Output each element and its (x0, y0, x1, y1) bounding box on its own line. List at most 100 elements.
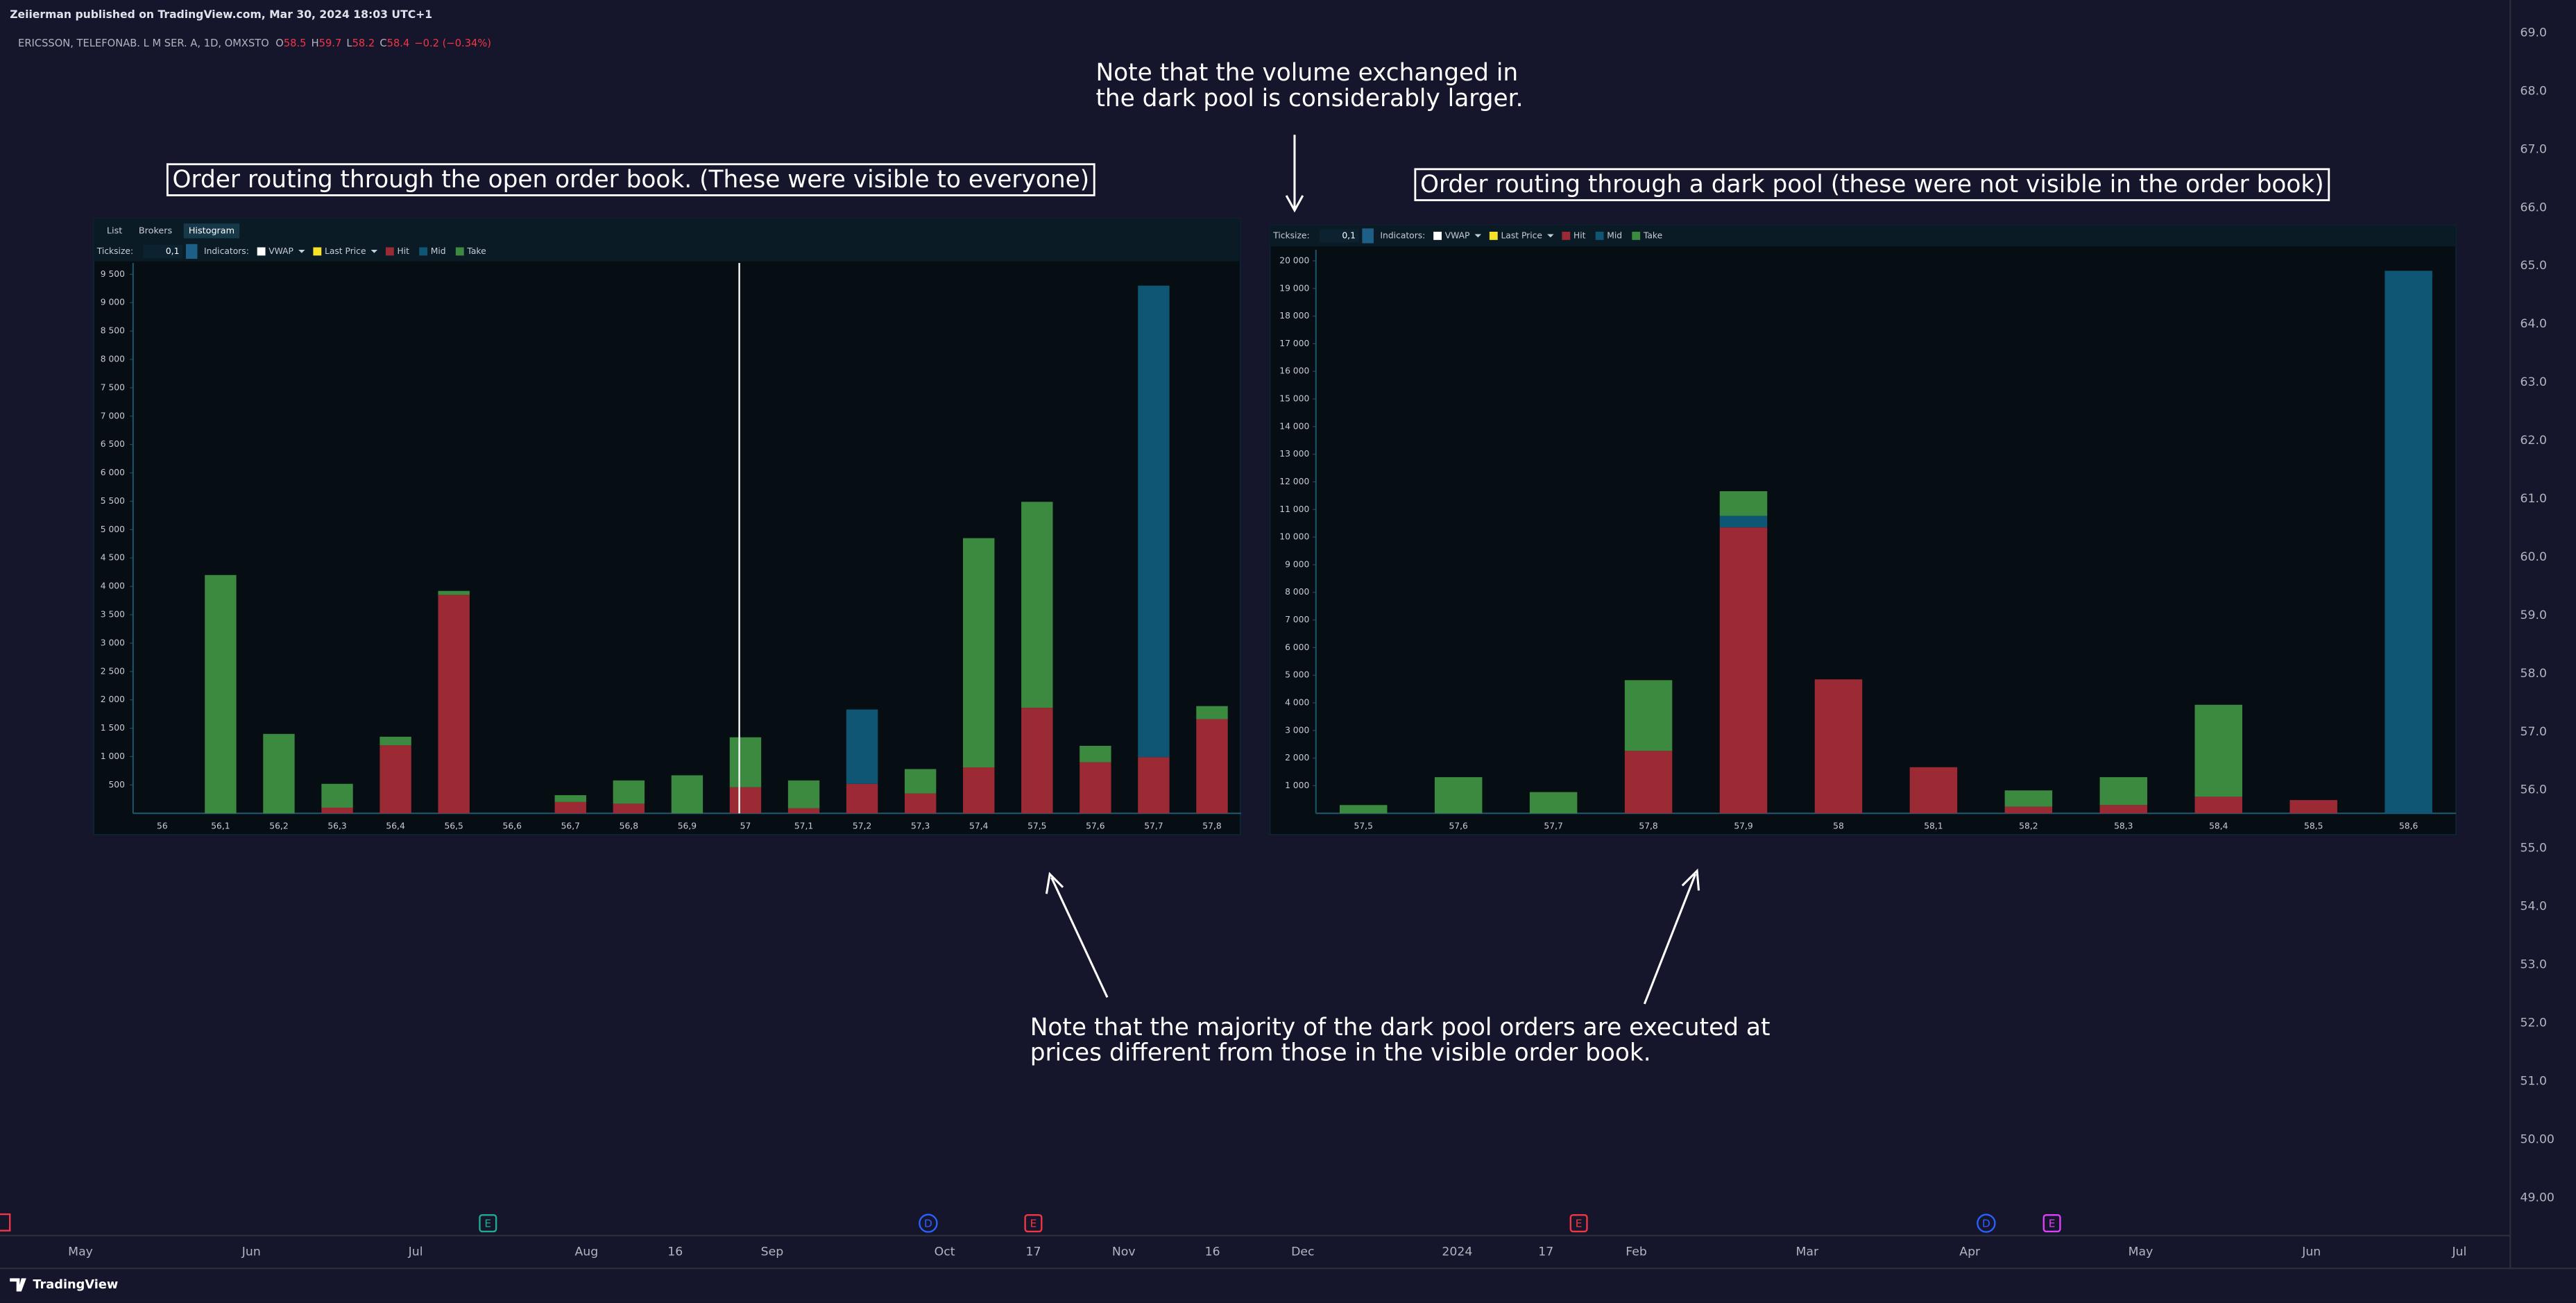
y-tick-label: 13 000 (1279, 449, 1309, 459)
y-tick-label: 8 000 (101, 354, 125, 364)
y-tick-label: 2 000 (1285, 753, 1309, 763)
price-label: 64.0 (2520, 317, 2546, 331)
y-tick-label: 14 000 (1279, 421, 1309, 431)
symbol: ERICSSON, TELEFONAB. L M SER. A, 1D, OMX… (18, 37, 269, 49)
y-tick-label: 3 000 (101, 638, 125, 647)
time-label: 16 (667, 1245, 683, 1259)
publisher: Zeiierman published on TradingView.com, … (10, 8, 432, 21)
x-tick-label: 57,5 (1027, 821, 1046, 831)
y-tick-label: 6 000 (101, 468, 125, 477)
event-letter: E (2049, 1218, 2056, 1230)
price-label: 51.0 (2520, 1074, 2546, 1088)
bar-segment (613, 780, 645, 804)
time-label: Aug (575, 1245, 599, 1259)
y-tick-label: 11 000 (1279, 504, 1309, 514)
x-tick-label: 56,6 (503, 821, 522, 831)
bar-segment (438, 595, 470, 814)
price-label: 62.0 (2520, 434, 2546, 448)
event-marker (479, 1214, 497, 1233)
ohlc-key: H (312, 37, 319, 49)
bar-segment (904, 769, 937, 794)
x-tick-label: 57,7 (1544, 821, 1562, 831)
ohlc-key: L (346, 37, 352, 49)
tab: Histogram (189, 225, 234, 236)
y-tick-label: 3 500 (101, 610, 125, 620)
x-tick-label: 58 (1833, 821, 1844, 831)
footer-brand: TradingView (33, 1278, 118, 1292)
event-marker (919, 1213, 938, 1233)
price-label: 66.0 (2520, 201, 2546, 214)
toolbar-label: Indicators: (204, 246, 249, 256)
y-tick-label: 8 500 (101, 326, 125, 336)
y-tick-label: 18 000 (1279, 311, 1309, 321)
ticksize-input (1319, 229, 1359, 243)
y-tick-label: 1 000 (101, 751, 125, 761)
x-tick-label: 56 (157, 821, 168, 831)
ticksize-stepper[interactable] (185, 244, 198, 259)
tab: Brokers (139, 225, 173, 236)
bar-segment (1196, 706, 1228, 719)
ohlc-value: 58.4 (387, 37, 410, 49)
dropdown-caret (1474, 234, 1482, 238)
y-tick-label: 500 (108, 780, 124, 790)
indicator-name: Last Price (325, 246, 366, 256)
y-tick-label: 7 000 (101, 411, 125, 420)
bar-segment (963, 538, 995, 768)
legend-swatch (1632, 231, 1641, 240)
y-tick-label: 17 000 (1279, 339, 1309, 348)
tab-active (183, 223, 240, 239)
chart-panel (1269, 224, 2457, 835)
x-tick-label: 57,3 (911, 821, 930, 831)
time-label: 17 (1538, 1245, 1553, 1259)
y-tick-label: 6 500 (101, 439, 125, 449)
bar-segment (2004, 790, 2053, 807)
arrow (1050, 876, 1109, 998)
price-label: 57.0 (2520, 725, 2546, 739)
bar-segment (2004, 806, 2053, 814)
x-tick-label: 57,2 (853, 821, 871, 831)
bar-segment (263, 733, 295, 814)
y-tick-label: 9 500 (101, 269, 125, 279)
title-box (166, 163, 1095, 196)
y-tick-label: 6 000 (1285, 642, 1309, 652)
event-marker (0, 1213, 11, 1232)
y-tick-label: 19 000 (1279, 283, 1309, 293)
time-label: May (2129, 1245, 2153, 1259)
bar-segment (2289, 800, 2337, 814)
x-tick-label: 57 (740, 821, 751, 831)
indicator-swatch (257, 247, 266, 256)
ticksize-stepper[interactable] (1362, 228, 1374, 244)
legend-label: Mid (1607, 230, 1622, 240)
x-tick-label: 56,9 (678, 821, 697, 831)
time-label: Jun (2301, 1245, 2321, 1259)
price-label: 68.0 (2520, 84, 2546, 98)
x-tick-label: 58,6 (2399, 821, 2419, 831)
ticksize-input (143, 244, 183, 258)
chart-title: Order routing through a dark pool (these… (1420, 171, 2324, 198)
y-tick-label: 9 000 (101, 298, 125, 307)
bar-segment (671, 775, 703, 814)
bar-segment (2194, 704, 2243, 797)
x-tick-label: 56,3 (327, 821, 346, 831)
tv-logo (10, 1278, 26, 1292)
x-tick-label: 58,2 (2019, 821, 2038, 831)
y-tick-label: 5 000 (1285, 670, 1309, 680)
bar-segment (1719, 491, 1768, 516)
price-label: 67.0 (2520, 142, 2546, 156)
arrows (1045, 135, 1700, 1005)
legend-label: Take (1643, 230, 1662, 240)
event-letter: D (924, 1218, 932, 1230)
bar-segment (1909, 767, 1958, 814)
price-label: 56.0 (2520, 783, 2546, 797)
price-label: 60.0 (2520, 550, 2546, 564)
price-label: 54.0 (2520, 900, 2546, 914)
time-label: Jun (241, 1245, 261, 1259)
bar-segment (2099, 777, 2148, 806)
toolbar-label: Indicators: (1380, 230, 1425, 240)
x-tick-label: 57,1 (794, 821, 813, 831)
bar-segment (554, 795, 586, 802)
bar-segment (729, 737, 762, 787)
tab: List (107, 225, 122, 236)
title-box (1414, 168, 2330, 201)
